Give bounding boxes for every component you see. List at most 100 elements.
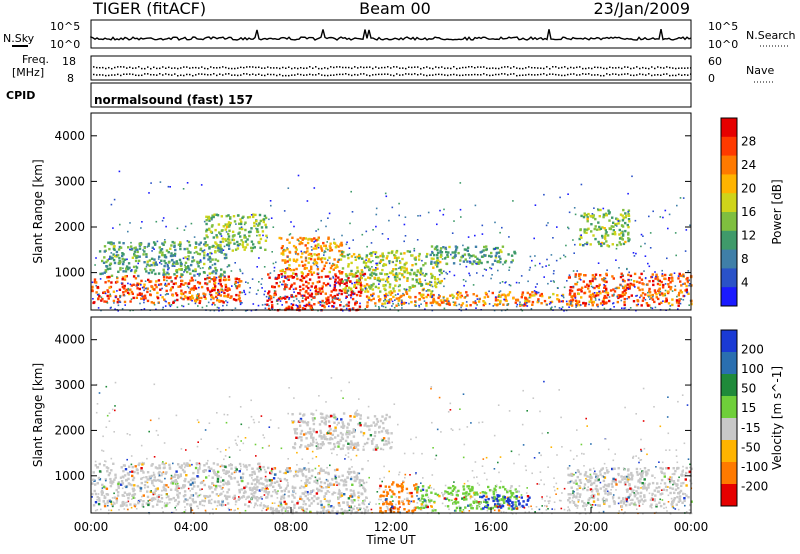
scatter-cell (641, 291, 645, 295)
scatter-cell (209, 260, 212, 263)
scatter-cell (407, 509, 411, 512)
scatter-cell (347, 447, 350, 451)
scatter-cell (436, 248, 439, 252)
scatter-cell (397, 256, 400, 259)
scatter-cell (621, 291, 625, 294)
scatter-cell (584, 471, 588, 474)
scatter-cell (225, 256, 228, 259)
scatter-cell (645, 302, 649, 305)
scatter-cell (230, 463, 233, 467)
scatter-cell (457, 251, 460, 255)
scatter-cell (327, 217, 329, 219)
scatter-cell (629, 307, 632, 309)
scatter-cell (560, 294, 563, 297)
scatter-cell (685, 288, 688, 291)
scatter-cell (350, 269, 353, 273)
scatter-cell (396, 275, 399, 279)
scatter-cell (191, 481, 195, 484)
scatter-cell (431, 296, 433, 298)
scatter-cell (113, 431, 115, 433)
scatter-cell (117, 310, 119, 312)
scatter-cell (479, 495, 482, 499)
scatter-cell (142, 500, 145, 503)
scatter-cell (317, 443, 320, 446)
scatter-cell (604, 212, 608, 215)
scatter-cell (210, 267, 212, 269)
scatter-cell (494, 503, 497, 506)
scatter-cell (492, 490, 495, 493)
scatter-cell (232, 238, 236, 242)
scatter-cell (286, 470, 289, 473)
scatter-cell (332, 506, 335, 509)
scatter-cell (91, 492, 94, 496)
scatter-cell (286, 467, 290, 470)
scatter-cell (498, 504, 502, 507)
scatter-cell (664, 277, 667, 281)
scatter-cell (591, 304, 594, 307)
scatter-cell (500, 250, 503, 254)
scatter-cell (310, 497, 314, 500)
scatter-cell (443, 208, 445, 211)
scatter-cell (299, 419, 302, 422)
scatter-cell (341, 250, 344, 254)
scatter-cell (292, 475, 296, 478)
scatter-cell (308, 470, 311, 473)
scatter-cell (395, 272, 398, 276)
scatter-cell (309, 490, 313, 493)
scatter-cell (680, 473, 684, 476)
scatter-cell (305, 437, 308, 440)
scatter-cell (426, 293, 430, 297)
scatter-cell (160, 480, 163, 483)
scatter-cell (177, 496, 180, 499)
scatter-cell (244, 228, 247, 232)
scatter-cell (392, 303, 394, 305)
scatter-cell (599, 208, 602, 212)
scatter-cell (191, 256, 194, 259)
scatter-cell (365, 496, 368, 499)
scatter-cell (430, 505, 433, 508)
scatter-cell (166, 263, 169, 266)
scatter-cell (326, 479, 329, 483)
scatter-cell (349, 477, 353, 481)
scatter-cell (355, 300, 357, 303)
scatter-cell (192, 286, 196, 289)
scatter-cell (339, 439, 342, 442)
scatter-cell (271, 507, 275, 510)
scatter-cell (135, 254, 139, 258)
scatter-cell (445, 250, 448, 254)
scatter-cell (658, 302, 661, 306)
scatter-cell (204, 282, 207, 285)
scatter-cell (190, 222, 193, 225)
scatter-cell (174, 498, 177, 502)
scatter-cell (310, 254, 313, 258)
scatter-cell (646, 472, 649, 475)
scatter-cell (106, 259, 109, 262)
scatter-cell (614, 223, 617, 226)
scatter-cell (592, 286, 594, 289)
scatter-cell (305, 280, 308, 284)
scatter-cell (348, 430, 351, 433)
scatter-cell (620, 237, 624, 240)
scatter-cell (569, 449, 572, 452)
scatter-cell (677, 277, 680, 280)
scatter-cell (408, 302, 410, 305)
scatter-cell (294, 250, 297, 254)
scatter-cell (340, 479, 343, 482)
scatter-cell (494, 248, 496, 250)
scatter-cell (269, 200, 272, 202)
scatter-cell (619, 295, 622, 298)
scatter-cell (387, 294, 389, 297)
scatter-cell (339, 284, 341, 287)
scatter-cell (597, 504, 600, 507)
scatter-cell (528, 296, 531, 299)
scatter-cell (676, 204, 678, 207)
scatter-cell (353, 281, 356, 284)
scatter-cell (275, 492, 279, 495)
scatter-cell (286, 238, 289, 241)
scatter-cell (575, 495, 578, 498)
scatter-cell (688, 284, 690, 287)
scatter-cell (259, 504, 262, 507)
scatter-cell (448, 499, 451, 502)
scatter-cell (628, 503, 631, 506)
scatter-cell (185, 267, 188, 270)
